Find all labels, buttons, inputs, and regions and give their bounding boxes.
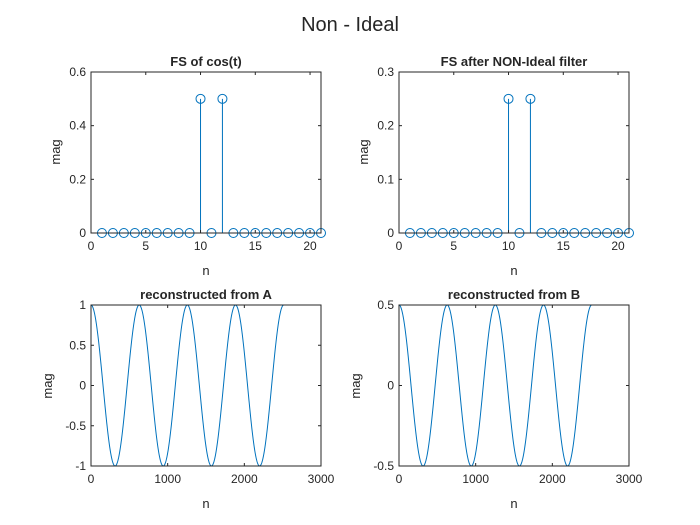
x-axis-label: n bbox=[510, 263, 517, 278]
subplot-title: reconstructed from A bbox=[140, 287, 272, 302]
x-axis-label: n bbox=[202, 496, 209, 511]
y-tick-label: -0.5 bbox=[65, 419, 86, 433]
plot-area: 0 1000 2000 3000-0.500.5 bbox=[373, 298, 642, 486]
y-tick-label: 0.4 bbox=[69, 119, 86, 133]
x-axis-label: n bbox=[510, 496, 517, 511]
x-tick-label: 15 bbox=[249, 239, 263, 253]
subplot-title: reconstructed from B bbox=[448, 287, 580, 302]
x-tick-label: 0 bbox=[396, 239, 403, 253]
x-tick-label: 1000 bbox=[462, 472, 489, 486]
y-tick-label: 0 bbox=[79, 379, 86, 393]
x-tick-label: 1000 bbox=[154, 472, 181, 486]
y-tick-label: 0.5 bbox=[377, 298, 394, 312]
y-tick-label: 1 bbox=[79, 298, 86, 312]
subplot-fs-cos: FS of cos(t) n mag 0 5 10 15 20 0 0.2 0.4 0.6 bbox=[48, 54, 326, 278]
x-tick-label: 0 bbox=[88, 239, 95, 253]
plot-area: 0 5 10 15 20 0 0.2 0.4 0.6 bbox=[69, 65, 326, 253]
y-tick-label: 0.5 bbox=[69, 338, 86, 352]
subplot-title: FS after NON-Ideal filter bbox=[441, 54, 588, 69]
y-tick-label: 0.2 bbox=[377, 119, 394, 133]
y-tick-label: 0 bbox=[387, 379, 394, 393]
y-tick-label: 0.1 bbox=[377, 172, 394, 186]
y-tick-label: 0.2 bbox=[69, 172, 86, 186]
subplot-fs-filtered: FS after NON-Ideal filter n mag 0 5 10 15 20… bbox=[356, 54, 634, 278]
x-tick-label: 10 bbox=[502, 239, 516, 253]
stem-marker bbox=[525, 93, 536, 104]
subplot-title: FS of cos(t) bbox=[170, 54, 242, 69]
axes-background bbox=[91, 305, 321, 466]
axes-background bbox=[399, 72, 629, 233]
x-tick-label: 0 bbox=[88, 472, 95, 486]
y-axis-label: mag bbox=[356, 139, 371, 164]
x-tick-label: 10 bbox=[194, 239, 208, 253]
axes-box bbox=[90, 71, 322, 234]
x-tick-label: 3000 bbox=[616, 472, 643, 486]
y-tick-label: 0 bbox=[387, 226, 394, 240]
x-tick-label: 15 bbox=[557, 239, 571, 253]
x-tick-label: 20 bbox=[611, 239, 625, 253]
x-tick-label: 20 bbox=[303, 239, 317, 253]
axes-background bbox=[399, 305, 629, 466]
y-tick-label: 0.6 bbox=[69, 65, 86, 79]
x-tick-label: 5 bbox=[450, 239, 457, 253]
axes-background bbox=[91, 72, 321, 233]
y-tick-label: -1 bbox=[75, 459, 86, 473]
x-tick-label: 5 bbox=[142, 239, 149, 253]
x-tick-label: 2000 bbox=[539, 472, 566, 486]
x-tick-label: 3000 bbox=[308, 472, 335, 486]
y-tick-label: -0.5 bbox=[373, 459, 394, 473]
y-tick-label: 0.3 bbox=[377, 65, 394, 79]
subplot-reconstructed-a: reconstructed from A n mag 0 1000 2000 3000… bbox=[40, 287, 335, 511]
stem-marker bbox=[195, 93, 206, 104]
stem-marker bbox=[503, 93, 514, 104]
x-axis-label: n bbox=[202, 263, 209, 278]
plot-area: 0 1000 2000 3000 -1 -0.5 0 0.5 1 bbox=[65, 298, 334, 486]
x-tick-label: 2000 bbox=[231, 472, 258, 486]
y-tick-label: 0 bbox=[79, 226, 86, 240]
y-axis-label: mag bbox=[48, 139, 63, 164]
plot-area: 0 5 10 15 20 0 0.1 0.2 0.3 bbox=[377, 65, 634, 253]
x-tick-label: 0 bbox=[396, 472, 403, 486]
stem-marker bbox=[217, 93, 228, 104]
y-axis-label: mag bbox=[40, 373, 55, 398]
axes-box bbox=[398, 71, 630, 234]
y-axis-label: mag bbox=[348, 373, 363, 398]
figure-title: Non - Ideal bbox=[301, 14, 399, 36]
subplot-reconstructed-b: reconstructed from B n mag 0 1000 2000 3000… bbox=[348, 287, 643, 511]
